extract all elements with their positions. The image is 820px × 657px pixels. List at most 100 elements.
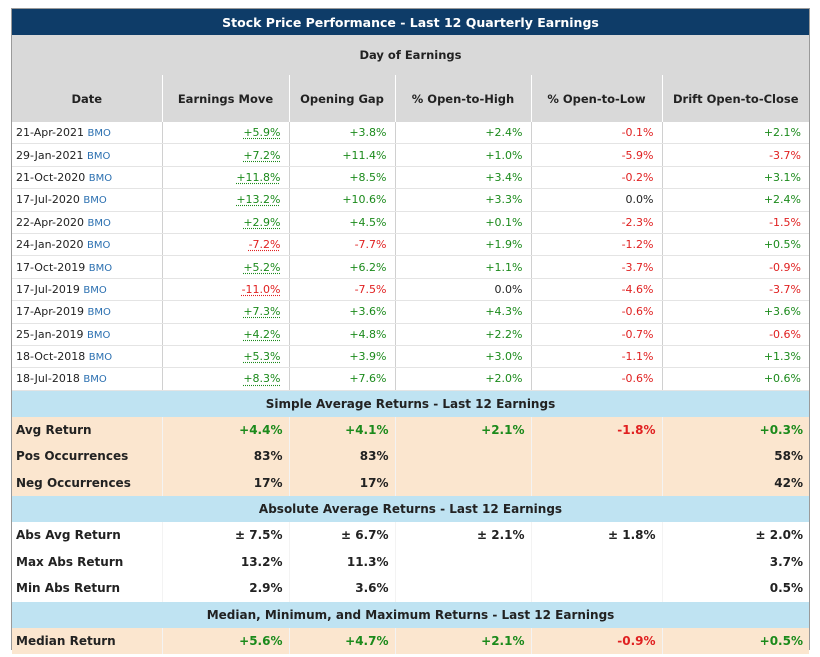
drift-cell: +2.1% <box>661 122 809 145</box>
subhead-row: Day of Earnings <box>12 35 809 75</box>
stat-value: 11.3% <box>288 548 395 576</box>
open-to-high-cell: +1.1% <box>394 255 531 279</box>
cell-value: +4.3% <box>485 305 523 319</box>
open-to-high-cell: +3.0% <box>394 345 531 369</box>
timing-tag: BMO <box>87 128 111 140</box>
cell-value: +3.0% <box>485 350 523 364</box>
cell-value: +2.9% <box>243 215 281 229</box>
date-cell: 17-Apr-2019 BMO <box>12 300 162 324</box>
stat-value: 2.9% <box>161 575 289 602</box>
column-header-row: Date Earnings Move Opening Gap % Open-to… <box>12 75 809 122</box>
col-header-open-to-high: % Open-to-High <box>394 75 531 122</box>
open-to-high-cell: +0.1% <box>394 211 531 234</box>
open-to-high-cell: +1.9% <box>394 233 531 257</box>
cell-value: +0.6% <box>763 372 801 386</box>
opening-gap-cell: +4.8% <box>288 323 395 346</box>
date-cell: 21-Oct-2020 BMO <box>12 166 162 190</box>
opening-gap-cell: +8.5% <box>288 166 395 190</box>
stat-label: Max Abs Return <box>12 548 162 576</box>
table-row: 17-Jul-2020 BMO +13.2% +10.6% +3.3% 0.0% +2.4… <box>12 188 809 212</box>
drift-cell: -1.5% <box>661 211 809 234</box>
timing-tag: BMO <box>87 217 111 229</box>
stat-value: ± 2.0% <box>661 522 809 549</box>
date-cell: 25-Jan-2019 BMO <box>12 323 162 346</box>
open-to-high-cell: +2.4% <box>394 122 531 145</box>
stat-value: -0.9% <box>530 627 662 655</box>
drift-cell: +3.6% <box>661 300 809 324</box>
timing-tag: BMO <box>87 150 111 162</box>
cell-value: +7.6% <box>349 372 387 386</box>
stat-value: 3.6% <box>288 575 395 602</box>
cell-value: +1.3% <box>763 350 801 364</box>
cell-value: +7.3% <box>243 305 281 319</box>
cell-value: +11.4% <box>342 148 387 162</box>
earnings-move-cell: +7.2% <box>161 143 289 167</box>
cell-value: +0.5% <box>763 238 801 252</box>
earnings-date: 21-Oct-2020 <box>16 170 86 184</box>
table-row: 18-Oct-2018 BMO +5.3% +3.9% +3.0% -1.1% +1.3% <box>12 345 809 369</box>
timing-tag: BMO <box>88 352 113 364</box>
cell-value: -0.9% <box>769 260 801 274</box>
timing-tag: BMO <box>83 374 107 386</box>
table-row: 25-Jan-2019 BMO +4.2% +4.8% +2.2% -0.7% -0.6% <box>12 323 809 346</box>
open-to-low-cell: -0.7% <box>530 323 662 346</box>
earnings-date: 18-Oct-2018 <box>16 350 86 364</box>
cell-value: +3.9% <box>349 350 387 364</box>
stat-row-neg-occurrences: Neg Occurrences 17% 17% 42% <box>12 469 809 497</box>
table-title-row: Stock Price Performance - Last 12 Quarte… <box>12 9 809 35</box>
empty-cell <box>530 548 662 576</box>
earnings-date: 17-Oct-2019 <box>16 260 86 274</box>
empty-cell <box>530 443 662 470</box>
stat-value: +2.1% <box>394 627 531 655</box>
table-row: 17-Oct-2019 BMO +5.2% +6.2% +1.1% -3.7% -0.9% <box>12 255 809 279</box>
col-header-earnings-move: Earnings Move <box>161 75 289 122</box>
stat-value: 83% <box>288 443 395 470</box>
cell-value: +1.1% <box>485 260 523 274</box>
cell-value: -0.2% <box>621 170 654 184</box>
stat-value: ± 6.7% <box>288 522 395 549</box>
empty-cell <box>394 548 531 576</box>
drift-cell: +3.1% <box>661 166 809 190</box>
median-section-header: Median, Minimum, and Maximum Returns - L… <box>12 601 809 628</box>
cell-value: +4.5% <box>349 215 387 229</box>
cell-value: +8.3% <box>243 372 281 386</box>
table-row: 18-Jul-2018 BMO +8.3% +7.6% +2.0% -0.6% +0.6% <box>12 367 809 391</box>
open-to-high-cell: +3.4% <box>394 166 531 190</box>
table-row: 29-Jan-2021 BMO +7.2% +11.4% +1.0% -5.9% -3.7… <box>12 143 809 167</box>
cell-value: 0.0% <box>494 282 523 296</box>
cell-value: -0.7% <box>621 327 654 341</box>
earnings-move-cell: +5.2% <box>161 255 289 279</box>
stat-row-avg-return: Avg Return +4.4% +4.1% +2.1% -1.8% +0.3% <box>12 416 809 444</box>
drift-cell: +2.4% <box>661 188 809 212</box>
table-row: 21-Oct-2020 BMO +11.8% +8.5% +3.4% -0.2% +3.1… <box>12 166 809 190</box>
opening-gap-cell: -7.7% <box>288 233 395 257</box>
cell-value: +2.2% <box>485 327 523 341</box>
timing-tag: BMO <box>88 262 113 274</box>
cell-value: -2.3% <box>621 215 654 229</box>
stat-value: 58% <box>661 443 809 470</box>
opening-gap-cell: +3.8% <box>288 122 395 145</box>
date-cell: 22-Apr-2020 BMO <box>12 211 162 234</box>
open-to-low-cell: -4.6% <box>530 278 662 302</box>
empty-cell <box>530 575 662 602</box>
col-header-opening-gap: Opening Gap <box>288 75 395 122</box>
open-to-low-cell: 0.0% <box>530 188 662 212</box>
table-title: Stock Price Performance - Last 12 Quarte… <box>12 9 809 35</box>
opening-gap-cell: -7.5% <box>288 278 395 302</box>
table-row: 21-Apr-2021 BMO +5.9% +3.8% +2.4% -0.1% +2.1% <box>12 122 809 145</box>
opening-gap-cell: +3.9% <box>288 345 395 369</box>
stat-value: 3.7% <box>661 548 809 576</box>
stat-value: -1.8% <box>530 416 662 444</box>
drift-cell: +1.3% <box>661 345 809 369</box>
date-cell: 18-Oct-2018 BMO <box>12 345 162 369</box>
open-to-low-cell: -3.7% <box>530 255 662 279</box>
cell-value: +1.9% <box>485 238 523 252</box>
stat-row-median-return: Median Return +5.6% +4.7% +2.1% -0.9% +0… <box>12 627 809 655</box>
cell-value: +7.2% <box>243 148 281 162</box>
cell-value: -3.7% <box>621 260 654 274</box>
opening-gap-cell: +10.6% <box>288 188 395 212</box>
open-to-high-cell: +2.2% <box>394 323 531 346</box>
simple-avg-section-header: Simple Average Returns - Last 12 Earning… <box>12 390 809 417</box>
earnings-performance-panel: Stock Price Performance - Last 12 Quarte… <box>11 8 810 655</box>
earnings-move-cell: -11.0% <box>161 278 289 302</box>
